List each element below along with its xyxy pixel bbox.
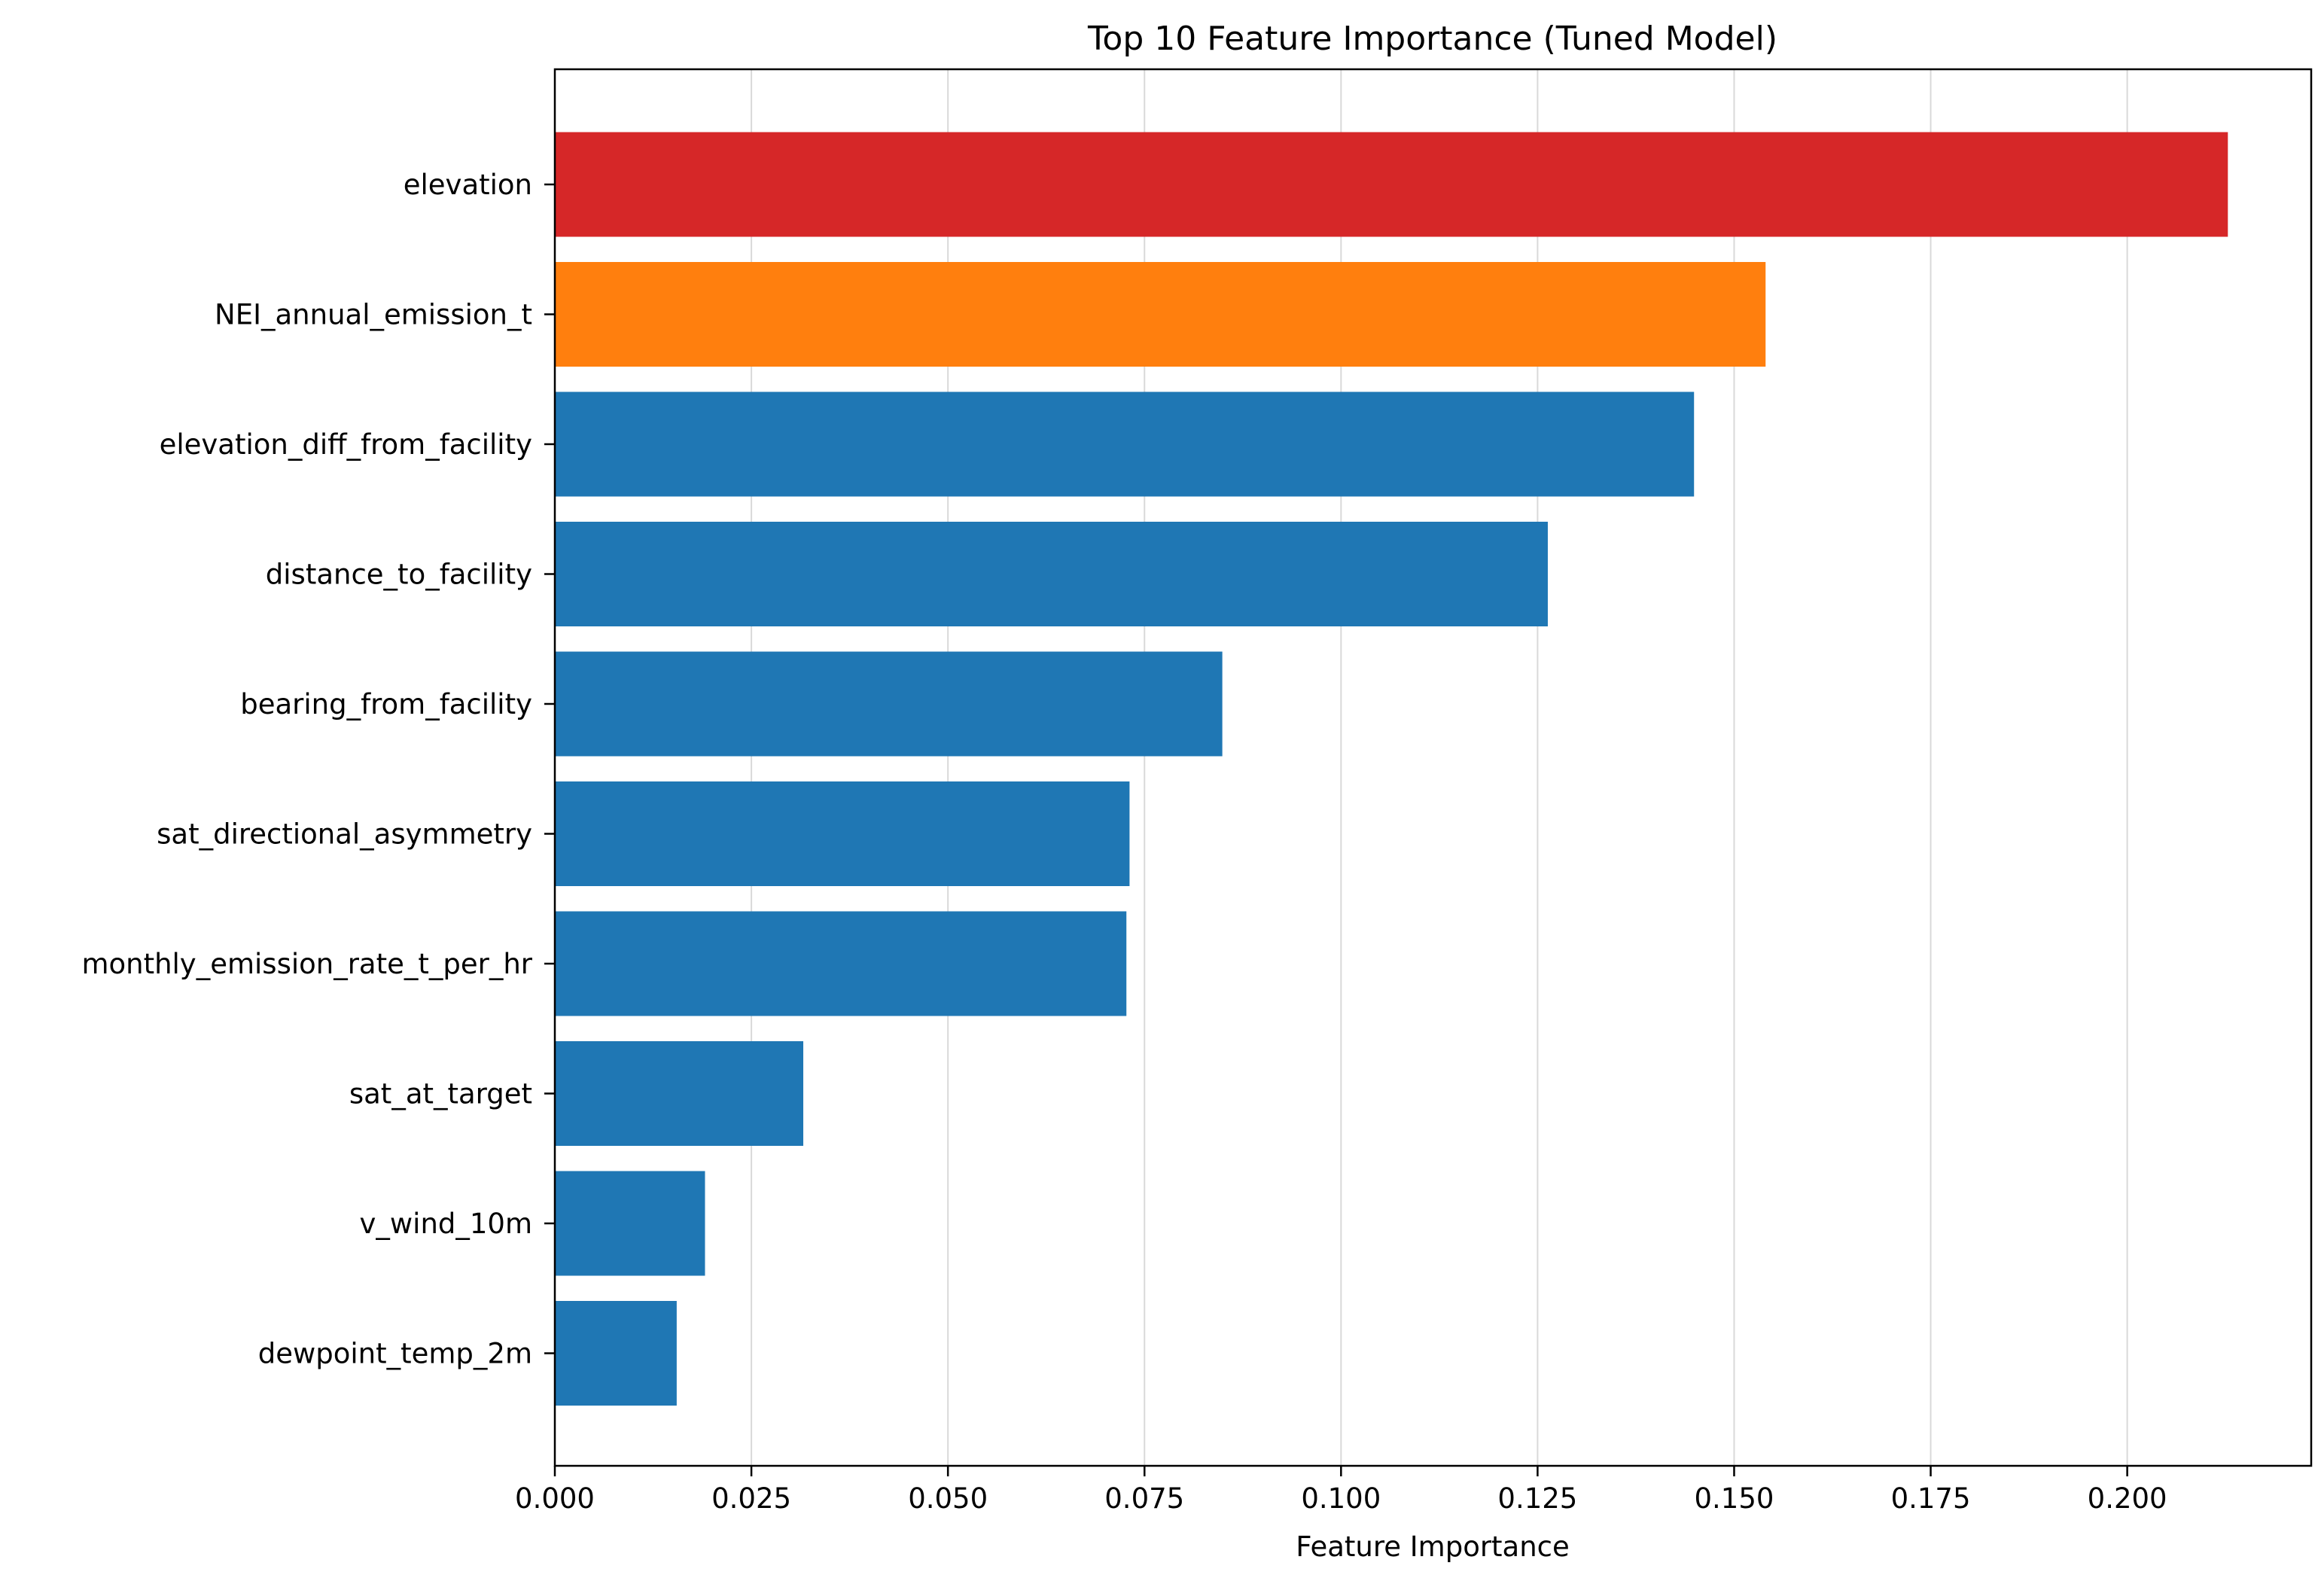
- y-tick-label: distance_to_facility: [266, 559, 532, 591]
- bar-distance-to-facility: [555, 522, 1548, 626]
- bar-dewpoint-temp-2m: [555, 1301, 677, 1406]
- x-axis-ticks: 0.000 0.025 0.050 0.075 0.100 0.125 0.150 0.175…: [515, 1466, 2167, 1515]
- x-tick-label: 0.075: [1104, 1482, 1184, 1515]
- bar-sat-directional-asymmetry: [555, 781, 1130, 886]
- bar-monthly-emission-rate-t-per-hr: [555, 911, 1127, 1016]
- y-tick-label: elevation: [404, 169, 532, 201]
- bar-elevation-diff-from-facility: [555, 391, 1695, 497]
- y-tick-label: NEI_annual_emission_t: [215, 299, 532, 331]
- y-axis-ticks: elevation NEI_annual_emission_t elevation_…: [81, 169, 555, 1370]
- bar-nei-annual-emission-t: [555, 262, 1766, 367]
- bar-v-wind-10m: [555, 1171, 705, 1276]
- plot-frame: [553, 68, 2313, 1467]
- x-tick-label: 0.100: [1301, 1482, 1381, 1515]
- y-tick-label: bearing_from_facility: [240, 688, 532, 720]
- chart-title: Top 10 Feature Importance (Tuned Model): [1087, 20, 1777, 58]
- y-tick-label: monthly_emission_rate_t_per_hr: [81, 948, 532, 980]
- bars: [555, 132, 2228, 1406]
- x-axis-label: Feature Importance: [1296, 1531, 1570, 1563]
- x-tick-label: 0.175: [1891, 1482, 1971, 1515]
- y-tick-label: v_wind_10m: [360, 1208, 533, 1240]
- x-tick-label: 0.000: [515, 1482, 595, 1515]
- y-tick-label: elevation_diff_from_facility: [160, 428, 532, 461]
- bar-elevation: [555, 132, 2228, 237]
- x-tick-label: 0.050: [908, 1482, 988, 1515]
- y-tick-label: dewpoint_temp_2m: [258, 1338, 532, 1370]
- y-tick-label: sat_at_target: [349, 1078, 532, 1110]
- y-tick-label: sat_directional_asymmetry: [157, 818, 532, 851]
- x-tick-label: 0.025: [711, 1482, 791, 1515]
- x-tick-label: 0.125: [1497, 1482, 1577, 1515]
- x-tick-label: 0.200: [2088, 1482, 2167, 1515]
- bar-sat-at-target: [555, 1041, 804, 1146]
- x-tick-label: 0.150: [1695, 1482, 1774, 1515]
- bar-bearing-from-facility: [555, 651, 1223, 757]
